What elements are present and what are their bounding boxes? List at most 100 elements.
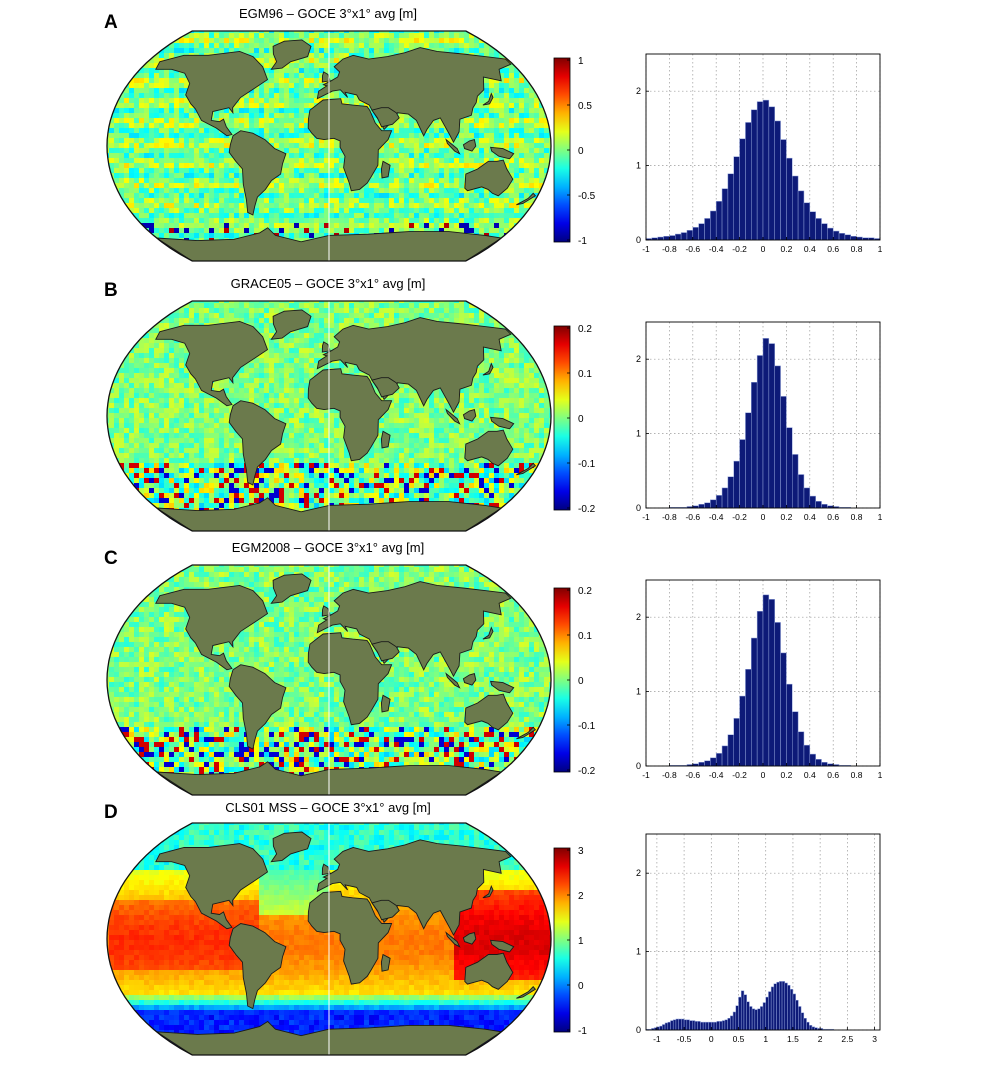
ocean-cell: [439, 303, 444, 308]
ocean-cell: [439, 128, 444, 133]
histogram-bar: [762, 99, 770, 241]
ocean-cell: [129, 58, 134, 63]
ocean-cell: [189, 138, 194, 143]
ocean-cell: [314, 183, 319, 188]
ocean-cell: [354, 263, 359, 264]
ocean-cell: [369, 43, 374, 48]
ocean-cell: [489, 193, 494, 198]
ocean-cell: [429, 313, 434, 318]
ocean-cell: [149, 43, 154, 48]
ocean-cell: [279, 303, 284, 308]
ocean-cell: [294, 228, 299, 233]
ocean-cell: [349, 223, 354, 228]
ocean-cell: [224, 193, 229, 198]
ocean-cell: [294, 33, 299, 38]
ocean-cell: [334, 38, 339, 43]
ocean-cell: [284, 213, 289, 218]
ocean-cell: [174, 33, 179, 38]
ocean-cell: [424, 188, 429, 193]
ocean-cell: [469, 153, 474, 158]
ocean-cell: [524, 103, 529, 108]
ocean-cell: [289, 31, 294, 33]
ocean-cell: [399, 208, 404, 213]
ocean-cell: [269, 323, 274, 328]
ocean-cell: [464, 123, 469, 128]
ocean-cell: [109, 48, 114, 53]
ocean-cell: [539, 108, 544, 113]
ocean-cell: [189, 198, 194, 203]
ocean-cell: [209, 218, 214, 223]
ocean-cell: [294, 233, 299, 238]
ocean-cell: [149, 228, 154, 233]
ocean-cell: [284, 83, 289, 88]
ocean-cell: [474, 108, 479, 113]
ocean-cell: [134, 253, 139, 258]
ocean-cell: [109, 198, 114, 203]
ocean-cell: [309, 213, 314, 218]
ocean-cell: [439, 313, 444, 318]
ocean-cell: [329, 143, 334, 148]
histogram-bar: [756, 101, 764, 241]
ocean-cell: [184, 163, 189, 168]
ocean-cell: [519, 308, 524, 313]
ocean-cell: [229, 113, 234, 118]
ocean-cell: [524, 248, 529, 253]
ocean-cell: [184, 233, 189, 238]
ocean-cell: [259, 203, 264, 208]
ocean-cell: [239, 113, 244, 118]
ocean-cell: [134, 133, 139, 138]
ocean-cell: [309, 148, 314, 153]
ocean-cell: [204, 178, 209, 183]
ocean-cell: [184, 303, 189, 308]
ocean-cell: [379, 163, 384, 168]
ocean-cell: [494, 218, 499, 223]
ocean-cell: [214, 208, 219, 213]
ocean-cell: [509, 98, 514, 103]
ocean-cell: [107, 198, 109, 203]
ocean-cell: [234, 198, 239, 203]
ocean-cell: [384, 158, 389, 163]
ocean-cell: [234, 103, 239, 108]
ocean-cell: [129, 313, 134, 318]
ocean-cell: [279, 38, 284, 43]
ocean-cell: [299, 138, 304, 143]
ocean-cell: [219, 308, 224, 313]
ocean-cell: [534, 183, 539, 188]
ocean-cell: [114, 128, 119, 133]
ocean-cell: [139, 48, 144, 53]
ocean-cell: [324, 68, 329, 73]
ocean-cell: [484, 48, 489, 53]
ocean-cell: [464, 133, 469, 138]
ocean-cell: [314, 193, 319, 198]
ocean-cell: [529, 43, 534, 48]
histogram-bar: [821, 223, 828, 241]
ocean-cell: [274, 218, 279, 223]
ocean-cell: [214, 148, 219, 153]
ocean-cell: [309, 188, 314, 193]
ocean-cell: [519, 103, 524, 108]
ocean-cell: [259, 198, 264, 203]
ocean-cell: [544, 143, 549, 148]
ocean-cell: [144, 38, 149, 43]
ocean-cell: [109, 133, 114, 138]
ocean-cell: [474, 158, 479, 163]
ocean-cell: [549, 263, 554, 264]
ocean-cell: [329, 73, 334, 78]
ocean-cell: [249, 33, 254, 38]
ocean-cell: [234, 123, 239, 128]
ocean-cell: [439, 143, 444, 148]
ocean-cell: [479, 48, 484, 53]
ocean-cell: [129, 108, 134, 113]
histogram-bar: [715, 201, 723, 241]
ocean-cell: [544, 31, 549, 33]
ocean-cell: [509, 208, 514, 213]
ocean-cell: [329, 188, 334, 193]
ocean-cell: [144, 113, 149, 118]
ocean-cell: [134, 43, 139, 48]
ocean-cell: [134, 128, 139, 133]
ocean-cell: [189, 318, 194, 323]
ocean-cell: [409, 153, 414, 158]
ocean-cell: [514, 188, 519, 193]
ocean-cell: [434, 183, 439, 188]
ocean-cell: [214, 188, 219, 193]
